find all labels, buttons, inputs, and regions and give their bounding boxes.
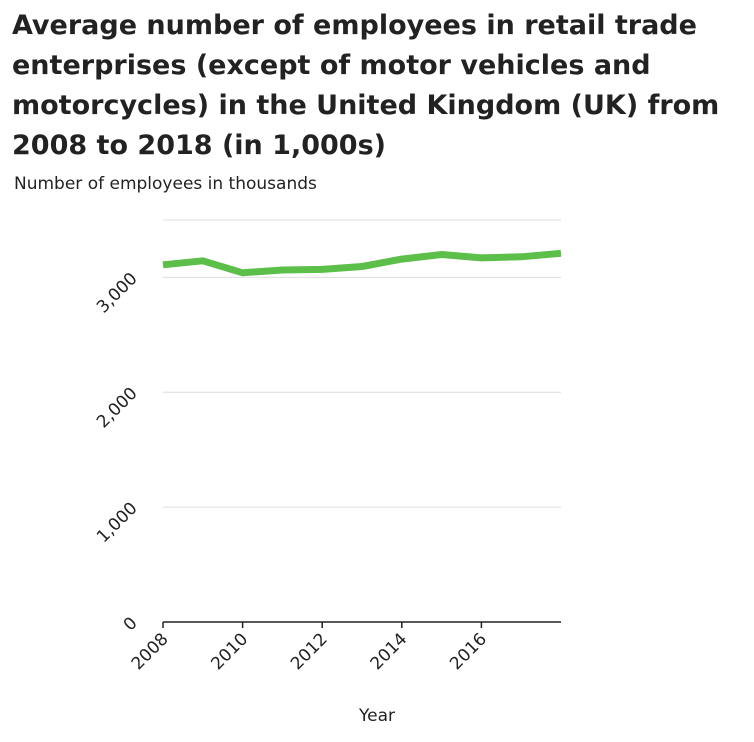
- y-tick-label: 2,000: [93, 384, 142, 433]
- x-axis-label: Year: [359, 706, 395, 726]
- y-tick-label: 3,000: [93, 269, 142, 318]
- chart-title: Average number of employees in retail tr…: [12, 10, 720, 161]
- x-tick-label: 2016: [446, 629, 491, 674]
- series-group: [162, 249, 562, 277]
- x-ticks: 2008 2010 2012 2014 2016: [128, 622, 491, 674]
- y-tick-label: 1,000: [93, 499, 142, 548]
- x-tick-label: 2010: [207, 629, 252, 674]
- x-tick-label: 2008: [128, 629, 173, 674]
- series-line-0: [162, 249, 562, 277]
- x-tick-label: 2012: [287, 629, 332, 674]
- y-axis-label: Number of employees in thousands: [14, 174, 317, 194]
- x-tick-label: 2014: [367, 629, 412, 674]
- y-ticks: 0 1,000 2,000 3,000: [93, 269, 142, 635]
- y-tick-label: 0: [120, 613, 142, 635]
- gridlines: [163, 219, 561, 508]
